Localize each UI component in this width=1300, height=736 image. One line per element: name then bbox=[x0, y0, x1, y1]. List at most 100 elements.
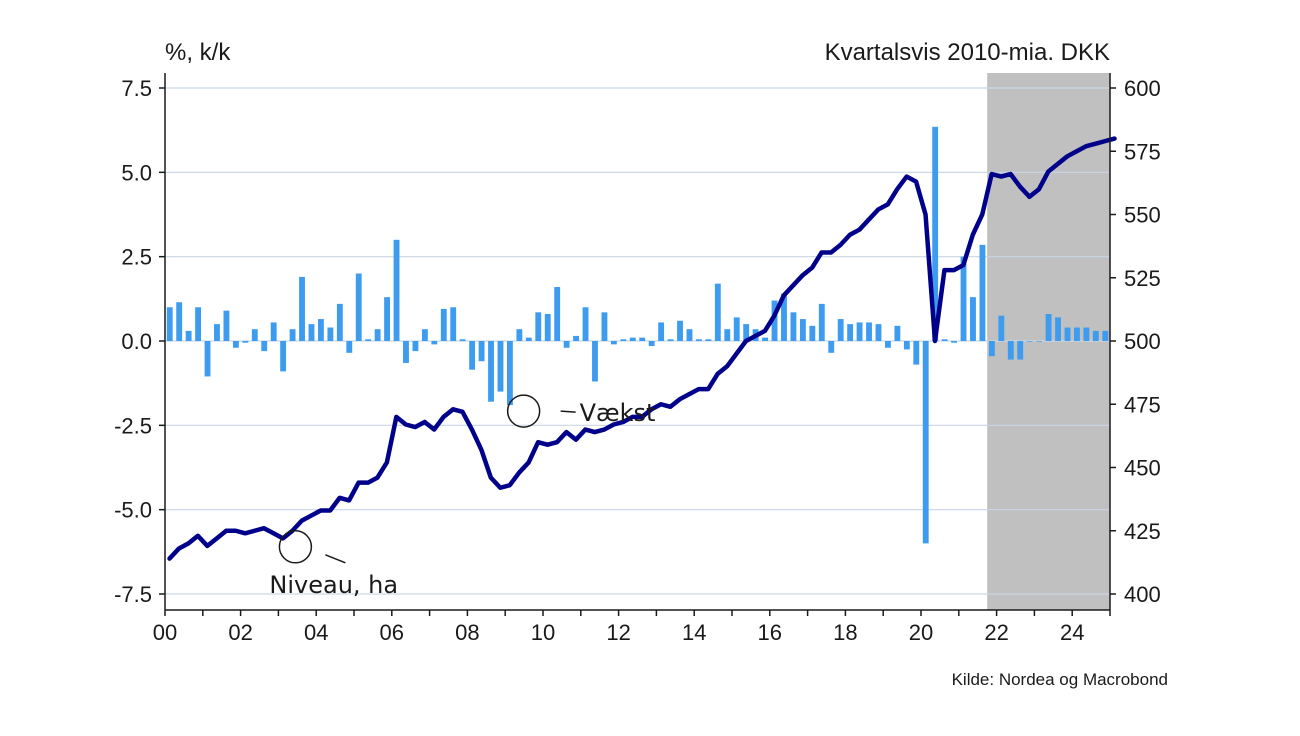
growth-bar bbox=[894, 325, 901, 341]
growth-bar bbox=[696, 339, 702, 341]
x-tick-label: 06 bbox=[380, 620, 404, 645]
vaekst-marker-circle bbox=[506, 394, 541, 428]
growth-bar bbox=[837, 319, 844, 341]
growth-bar bbox=[1092, 330, 1099, 341]
vaekst-leader-line bbox=[560, 410, 576, 413]
niveau-label: Niveau, ha bbox=[269, 571, 398, 599]
growth-bar bbox=[658, 322, 665, 341]
x-tick-label: 10 bbox=[531, 620, 555, 645]
growth-bar bbox=[1055, 317, 1061, 341]
axes bbox=[159, 73, 1116, 616]
growth-bar bbox=[705, 339, 712, 341]
x-tick-label: 22 bbox=[984, 620, 1008, 645]
growth-bar bbox=[204, 341, 211, 377]
right-tick-label: 475 bbox=[1124, 392, 1161, 417]
x-tick-label: 02 bbox=[228, 620, 252, 645]
growth-bar bbox=[771, 300, 778, 341]
x-tick-label: 16 bbox=[758, 620, 782, 645]
x-tick-label: 14 bbox=[682, 620, 706, 645]
left-tick-label: 2.5 bbox=[121, 245, 152, 270]
growth-bar bbox=[970, 297, 976, 341]
growth-bar bbox=[421, 329, 428, 341]
growth-bar bbox=[677, 320, 683, 341]
growth-bar bbox=[998, 315, 1005, 341]
growth-bar bbox=[988, 341, 995, 357]
growth-bar bbox=[431, 341, 438, 345]
growth-bar bbox=[922, 341, 929, 544]
growth-bar bbox=[176, 302, 183, 341]
left-tick-label: 7.5 bbox=[121, 76, 152, 101]
growth-bar bbox=[667, 339, 674, 341]
growth-bar bbox=[289, 329, 296, 341]
growth-bar bbox=[856, 322, 863, 341]
tick-labels: 7.5 5.0 2.5 0.0 -2.5 -5.0 -7.5 600 575 550 525 500 4… bbox=[114, 76, 1161, 645]
growth-bar bbox=[450, 307, 457, 341]
growth-bar bbox=[185, 330, 192, 341]
growth-bar bbox=[629, 337, 636, 341]
growth-bar bbox=[1026, 341, 1033, 342]
right-tick-label: 500 bbox=[1124, 329, 1161, 354]
growth-bar bbox=[365, 339, 372, 341]
x-tick-label: 12 bbox=[606, 620, 630, 645]
growth-bar bbox=[733, 317, 740, 341]
growth-bar bbox=[847, 324, 854, 341]
growth-bar bbox=[251, 329, 258, 341]
growth-bar bbox=[951, 341, 958, 343]
right-tick-label: 525 bbox=[1124, 266, 1161, 291]
growth-bar bbox=[497, 341, 504, 392]
x-tick-label: 24 bbox=[1060, 620, 1084, 645]
x-tick-label: 08 bbox=[455, 620, 479, 645]
right-tick-label: 600 bbox=[1124, 76, 1161, 101]
growth-bar bbox=[214, 324, 220, 341]
growth-bar bbox=[242, 341, 249, 343]
niveau-marker-circle bbox=[278, 530, 313, 564]
level-line bbox=[167, 136, 1117, 561]
left-tick-label: 0.0 bbox=[121, 329, 152, 354]
right-tick-label: 550 bbox=[1124, 203, 1161, 228]
growth-bar bbox=[799, 319, 806, 341]
growth-bar bbox=[440, 308, 447, 341]
growth-bar bbox=[459, 339, 466, 341]
x-tick-label: 04 bbox=[304, 620, 328, 645]
growth-bar bbox=[554, 287, 561, 341]
growth-bar bbox=[573, 335, 580, 341]
growth-bar bbox=[620, 339, 627, 341]
growth-bar bbox=[507, 341, 513, 406]
x-tick-label: 00 bbox=[153, 620, 177, 645]
growth-bar bbox=[166, 307, 173, 341]
growth-bar bbox=[818, 303, 825, 341]
growth-bar bbox=[1045, 314, 1052, 341]
growth-bar bbox=[932, 126, 939, 341]
growth-bars bbox=[166, 126, 1109, 544]
growth-bar bbox=[762, 337, 769, 341]
growth-bar bbox=[488, 341, 494, 402]
niveau-leader-line bbox=[325, 554, 346, 564]
left-tick-label: 5.0 bbox=[121, 160, 152, 185]
growth-bar bbox=[403, 341, 409, 363]
growth-bar bbox=[195, 307, 202, 341]
growth-bar bbox=[270, 322, 277, 341]
growth-bar bbox=[223, 310, 230, 341]
growth-bar bbox=[941, 339, 948, 341]
growth-bar bbox=[686, 329, 693, 341]
growth-bar bbox=[318, 319, 324, 341]
growth-bar bbox=[790, 312, 797, 341]
growth-bar bbox=[1064, 327, 1071, 341]
left-tick-label: -5.0 bbox=[114, 498, 152, 523]
x-tick-label: 20 bbox=[909, 620, 933, 645]
growth-bar bbox=[232, 341, 239, 348]
growth-bar bbox=[724, 329, 731, 341]
growth-bar bbox=[1036, 341, 1043, 342]
growth-bar bbox=[308, 324, 315, 341]
growth-bar bbox=[875, 324, 882, 341]
left-tick-label: -2.5 bbox=[114, 413, 152, 438]
growth-bar bbox=[1007, 341, 1014, 360]
growth-bar bbox=[979, 244, 986, 341]
right-tick-label: 575 bbox=[1124, 139, 1161, 164]
growth-bar bbox=[544, 314, 551, 341]
vaekst-label: Vækst bbox=[580, 399, 656, 427]
growth-bar bbox=[903, 341, 910, 350]
left-axis-unit: %, k/k bbox=[165, 39, 231, 66]
